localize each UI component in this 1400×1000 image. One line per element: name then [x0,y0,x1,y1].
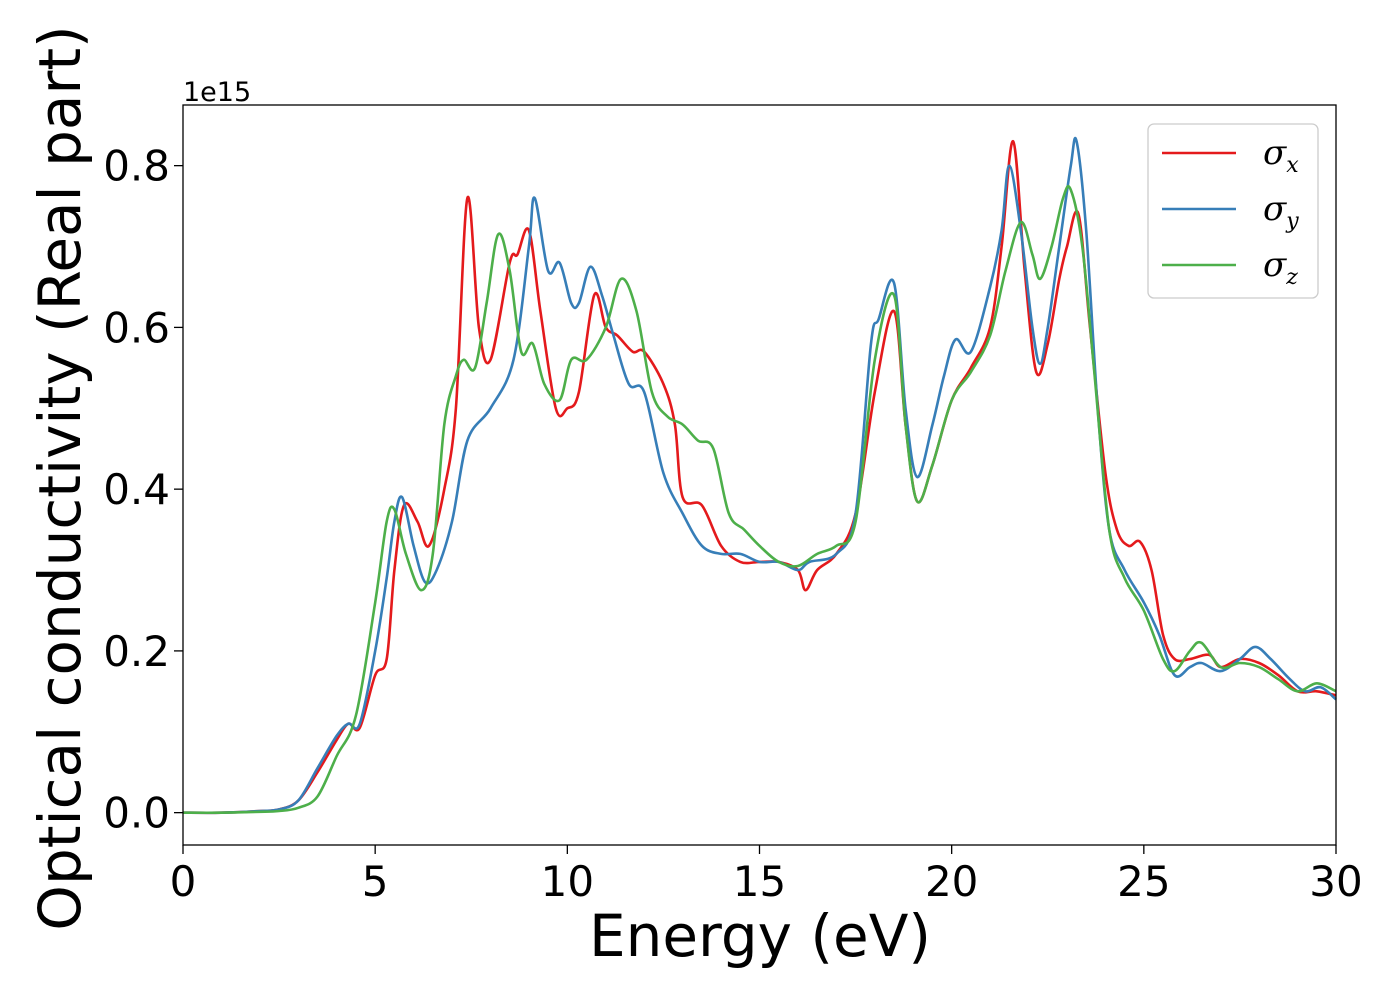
x-tick-label: 5 [362,857,389,906]
y-tick-label: 0.8 [103,142,170,191]
legend-box [1147,123,1319,299]
legend-items: σx σy σz [1162,133,1299,290]
legend: σx σy σz [1147,123,1319,299]
x-tick-label: 25 [1117,857,1170,906]
x-tick-label: 10 [541,857,594,906]
legend-label-y: σy [1263,189,1299,234]
legend-label-z: σz [1263,245,1298,290]
x-axis-ticks: 0 5 10 15 20 25 30 [170,845,1363,906]
legend-label-x: σx [1263,133,1299,178]
series-line-z [182,185,1337,815]
y-axis-offset-label: 1e15 [183,77,251,108]
x-tick-label: 0 [170,857,197,906]
series-line-y [182,136,1337,815]
y-tick-label: 0.4 [103,465,170,514]
x-axis-title: Energy (eV) [589,902,931,970]
x-tick-label: 15 [733,857,786,906]
y-tick-label: 0.6 [103,303,170,352]
y-tick-label: 0.2 [103,627,170,676]
y-tick-label: 0.0 [103,789,170,838]
y-axis-title: Optical conductivity (Real part) [26,25,94,930]
x-tick-label: 20 [925,857,978,906]
x-tick-label: 30 [1309,857,1362,906]
y-axis-ticks: 0.0 0.2 0.4 0.6 0.8 [103,142,183,838]
series-layer [182,136,1337,815]
